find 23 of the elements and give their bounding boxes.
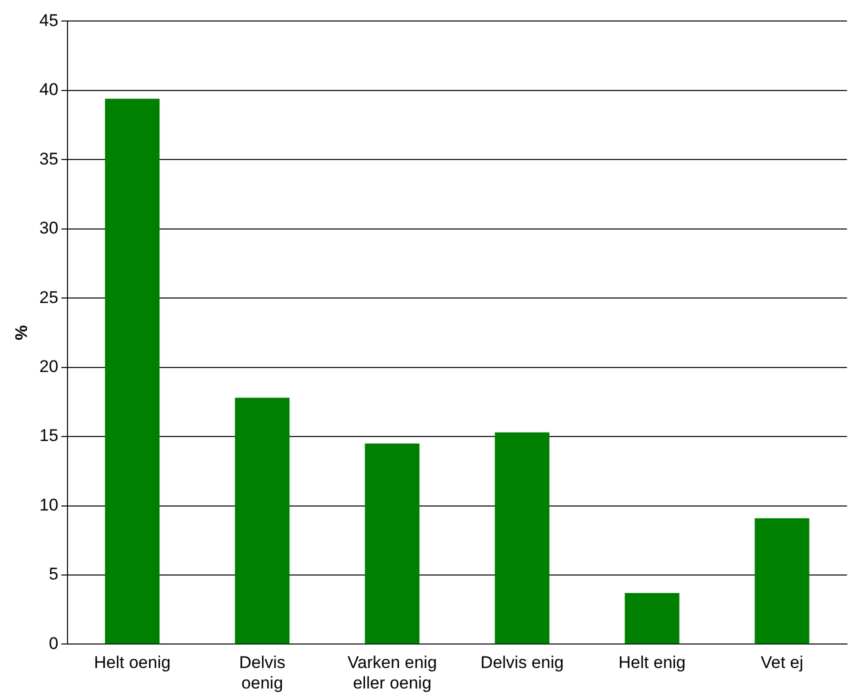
bar bbox=[494, 432, 550, 644]
y-tick-label: 0 bbox=[48, 634, 58, 653]
y-tick-label: 25 bbox=[39, 288, 58, 307]
y-tick-label: 5 bbox=[48, 564, 58, 584]
x-tick-label: Delvis enig bbox=[480, 653, 564, 672]
x-tick-label: Helt oenig bbox=[94, 653, 171, 672]
bar bbox=[234, 398, 290, 644]
y-tick-label: 10 bbox=[39, 495, 58, 514]
y-axis-title: % bbox=[12, 325, 31, 340]
x-tick-label: Helt enig bbox=[618, 653, 686, 672]
bar bbox=[754, 518, 810, 644]
x-tick-label: Delvis oenig bbox=[239, 653, 286, 692]
bar bbox=[624, 592, 680, 644]
y-tick-label: 35 bbox=[39, 149, 58, 168]
y-tick-label: 20 bbox=[39, 357, 58, 376]
y-tick-label: 15 bbox=[39, 426, 58, 446]
bar bbox=[364, 443, 420, 644]
y-tick-label: 45 bbox=[39, 10, 58, 30]
y-tick-label: 40 bbox=[39, 80, 58, 100]
x-tick-label: Varken enig eller oenig bbox=[347, 653, 437, 692]
bar bbox=[104, 98, 160, 644]
y-tick-label: 30 bbox=[39, 218, 58, 238]
x-tick-label: Vet ej bbox=[760, 653, 804, 672]
